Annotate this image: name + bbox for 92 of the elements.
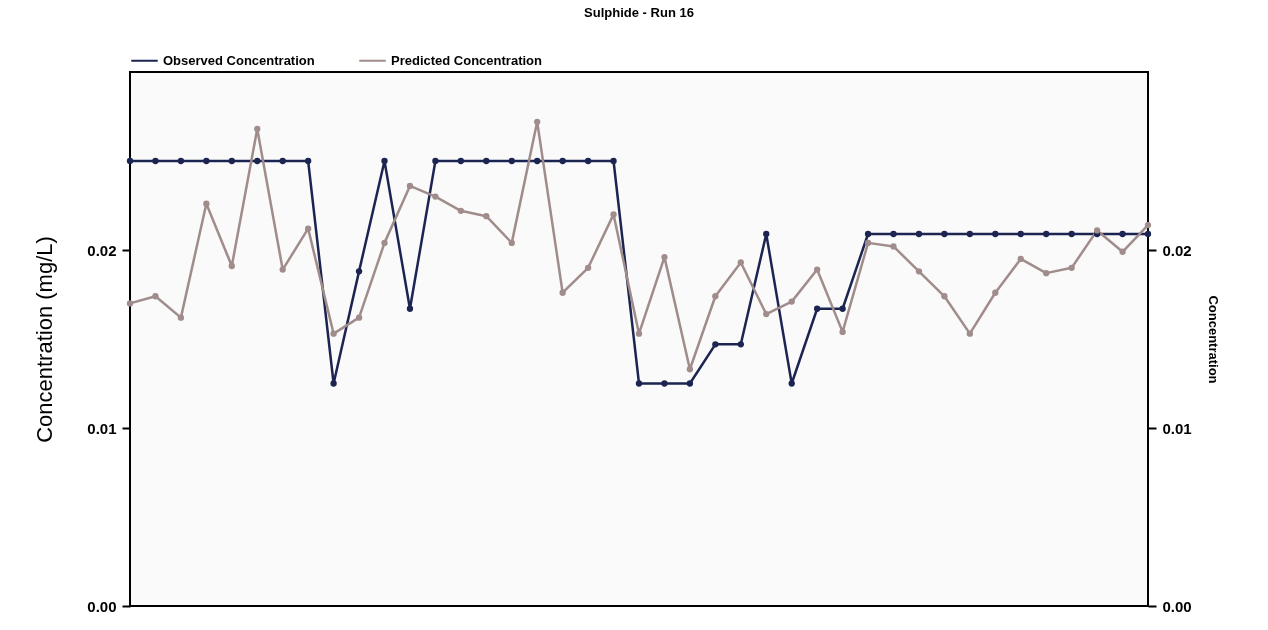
point xyxy=(483,157,490,165)
y2-tick-label: 0.00 xyxy=(1162,597,1192,615)
point xyxy=(737,259,744,266)
point xyxy=(177,157,185,165)
point xyxy=(483,213,490,220)
point xyxy=(228,262,235,270)
point xyxy=(839,328,846,336)
point xyxy=(966,230,974,238)
point xyxy=(279,266,286,273)
point xyxy=(1017,230,1024,238)
point xyxy=(1068,230,1075,238)
point xyxy=(126,157,134,165)
point xyxy=(1017,255,1024,263)
point xyxy=(610,157,617,165)
point xyxy=(864,230,872,238)
point xyxy=(941,230,948,238)
y-axis-title: Concentration (mg/L) xyxy=(32,236,58,443)
point xyxy=(992,289,999,296)
point xyxy=(381,239,388,247)
point xyxy=(712,293,719,300)
point xyxy=(279,157,286,165)
point xyxy=(763,310,770,318)
point xyxy=(406,305,414,312)
point xyxy=(737,341,744,348)
point xyxy=(1068,264,1075,271)
point xyxy=(1144,221,1152,229)
point xyxy=(355,268,363,275)
point xyxy=(890,243,897,250)
point xyxy=(203,157,210,165)
point xyxy=(1043,230,1050,238)
point xyxy=(966,330,974,337)
point xyxy=(126,300,134,307)
point xyxy=(457,157,465,165)
point xyxy=(177,314,185,321)
point xyxy=(1119,230,1126,238)
point xyxy=(788,380,795,387)
point xyxy=(813,266,821,273)
point xyxy=(152,157,159,165)
point xyxy=(152,293,159,300)
point xyxy=(432,157,439,165)
point xyxy=(330,330,337,337)
point xyxy=(508,239,515,247)
point xyxy=(1119,248,1126,255)
legend-label: Predicted Concentration xyxy=(391,52,543,68)
point xyxy=(661,380,668,387)
point xyxy=(635,380,643,387)
point xyxy=(712,341,719,348)
point xyxy=(813,305,821,312)
y2-tick-label: 0.01 xyxy=(1162,419,1192,437)
point xyxy=(254,125,261,133)
point xyxy=(254,157,261,165)
y2-axis-title: Concentration xyxy=(1205,295,1221,384)
point xyxy=(228,157,235,165)
y2-tick-label: 0.02 xyxy=(1162,241,1192,259)
point xyxy=(686,380,694,387)
y-tick-label: 0.00 xyxy=(87,597,117,615)
point xyxy=(864,239,872,247)
point xyxy=(686,366,694,373)
point xyxy=(890,230,897,238)
point xyxy=(203,200,210,207)
point xyxy=(1093,227,1101,234)
point xyxy=(1043,269,1050,277)
point xyxy=(992,230,999,238)
point xyxy=(584,157,592,165)
point xyxy=(839,305,846,312)
point xyxy=(941,293,948,300)
point xyxy=(304,225,312,232)
point xyxy=(788,298,795,305)
point xyxy=(304,157,312,165)
chart-title: Sulphide - Run 16 xyxy=(584,5,694,20)
legend-label: Observed Concentration xyxy=(163,52,315,68)
point xyxy=(915,230,923,238)
point xyxy=(534,118,541,125)
y-tick-label: 0.02 xyxy=(87,241,117,259)
point xyxy=(584,264,592,271)
point xyxy=(559,289,566,296)
point xyxy=(457,207,465,214)
point xyxy=(661,253,668,261)
point xyxy=(406,182,414,190)
point xyxy=(1144,230,1152,238)
point xyxy=(508,157,515,165)
point xyxy=(381,157,388,165)
point xyxy=(635,330,643,337)
point xyxy=(915,268,923,275)
point xyxy=(610,211,617,218)
y-tick-label: 0.01 xyxy=(87,419,117,437)
point xyxy=(534,157,541,165)
point xyxy=(330,380,337,387)
point xyxy=(559,157,566,165)
point xyxy=(432,193,439,200)
point xyxy=(355,314,363,321)
point xyxy=(763,230,770,238)
